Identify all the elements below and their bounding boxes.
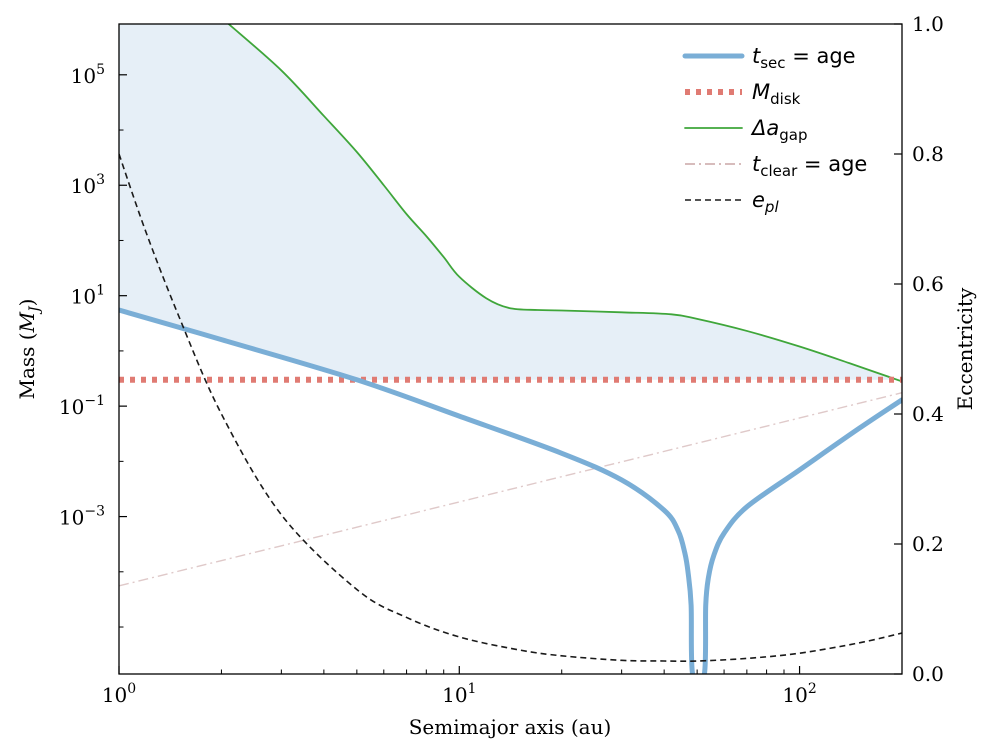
- series-line-t-clear: [119, 392, 902, 587]
- x-tick-label: 100: [102, 681, 136, 707]
- x-tick-label: 101: [442, 681, 476, 707]
- y-axis-label: Mass (MJ): [15, 298, 43, 399]
- tick-labels: 100 101 102 10−3 10−1 101 103 105 0.0 0.2 0.4 0.6 0.…: [59, 12, 944, 707]
- y-tick-label: 10−1: [59, 393, 105, 419]
- series-line-delta-a-gap: [227, 24, 902, 383]
- y-tick-label: 105: [71, 62, 105, 88]
- y-tick-label: 10−3: [59, 504, 105, 530]
- x-axis-label: Semimajor axis (au): [409, 715, 612, 739]
- series-line-t-sec: [119, 307, 902, 674]
- y2-tick-label: 0.8: [912, 142, 944, 166]
- shaded-region: [119, 24, 902, 382]
- y2-tick-label: 1.0: [912, 12, 944, 36]
- y-tick-label: 103: [71, 172, 105, 198]
- y2-tick-label: 0.0: [912, 662, 944, 686]
- y2-axis-label: Eccentricity: [953, 287, 977, 410]
- legend-label-t-sec: tsec = age: [752, 44, 856, 72]
- legend: tsec = age Mdisk Δagap tclear = age epl: [682, 44, 867, 216]
- legend-label-e-pl: epl: [752, 188, 779, 216]
- y-tick-label: 101: [71, 283, 105, 309]
- plot-frame: [118, 23, 903, 675]
- legend-label-m-disk: Mdisk: [752, 80, 801, 108]
- y2-tick-label: 0.6: [912, 272, 944, 296]
- plot-content: [119, 24, 902, 674]
- y2-tick-label: 0.4: [912, 402, 944, 426]
- x-tick-label: 102: [782, 681, 816, 707]
- y2-tick-label: 0.2: [912, 532, 944, 556]
- legend-label-t-clear: tclear = age: [752, 152, 867, 180]
- legend-label-delta-a-gap: Δagap: [750, 116, 807, 144]
